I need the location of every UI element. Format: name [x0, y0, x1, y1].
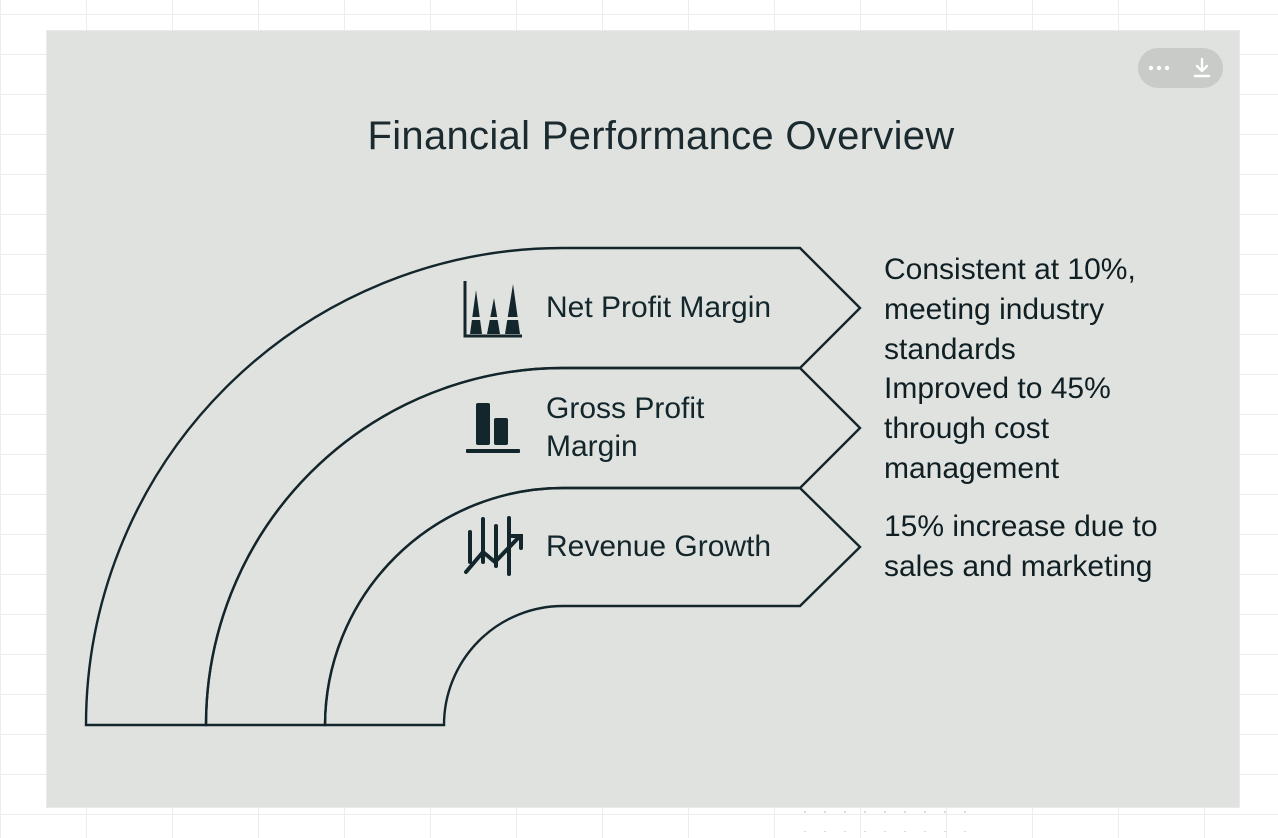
peak-chart-icon [463, 281, 522, 338]
download-icon[interactable] [1187, 53, 1217, 83]
label-revenue-growth: Revenue Growth [546, 530, 772, 563]
more-icon[interactable] [1144, 53, 1174, 83]
label-net-profit-margin: Net Profit Margin [546, 291, 772, 324]
decorative-dots [795, 802, 975, 832]
label-gross-profit-margin: Gross Profit Margin [546, 392, 705, 463]
description-gross-profit-margin: Improved to 45% through cost management [884, 372, 1111, 485]
diagram-card [46, 30, 1240, 808]
band-revenue-growth [323, 486, 862, 727]
diagram-title: Financial Performance Overview [367, 114, 955, 158]
description-revenue-growth: 15% increase due to sales and marketing [884, 510, 1158, 583]
diagram-toolbar [1138, 48, 1223, 88]
description-net-profit-margin: Consistent at 10%, meeting industry stan… [884, 253, 1136, 366]
bar-chart-icon [466, 403, 520, 453]
growth-chart-icon [464, 516, 523, 576]
